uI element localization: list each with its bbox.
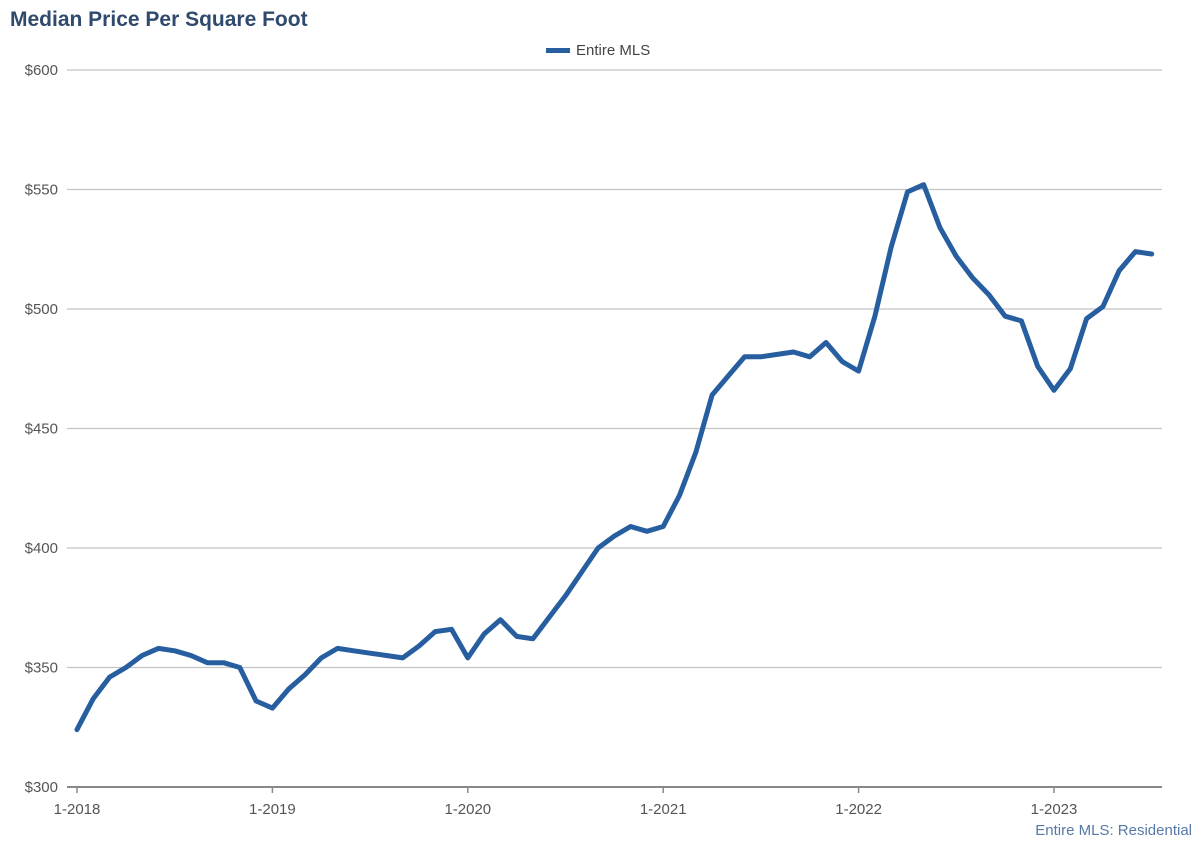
- x-tick-label: 1-2018: [54, 801, 101, 818]
- x-tick-label: 1-2021: [640, 801, 687, 818]
- x-tick-label: 1-2023: [1031, 801, 1078, 818]
- legend-swatch-entire-mls: [546, 48, 570, 53]
- series-line-entire-mls: [74, 182, 1155, 733]
- y-tick-label: $450: [25, 421, 58, 438]
- legend: Entire MLS: [546, 42, 650, 59]
- y-tick-label: $400: [25, 540, 58, 557]
- x-tick-label: 1-2022: [835, 801, 882, 818]
- y-tick-label: $500: [25, 301, 58, 318]
- legend-label-entire-mls: Entire MLS: [576, 42, 651, 59]
- x-tick-label: 1-2019: [249, 801, 296, 818]
- chart-title: Median Price Per Square Foot: [10, 8, 308, 31]
- y-tick-label: $600: [25, 62, 58, 79]
- y-tick-label: $350: [25, 660, 58, 677]
- source-note: Entire MLS: Residential: [1035, 822, 1192, 839]
- y-tick-label: $300: [25, 779, 58, 796]
- x-tick-label: 1-2020: [444, 801, 491, 818]
- y-tick-label: $550: [25, 182, 58, 199]
